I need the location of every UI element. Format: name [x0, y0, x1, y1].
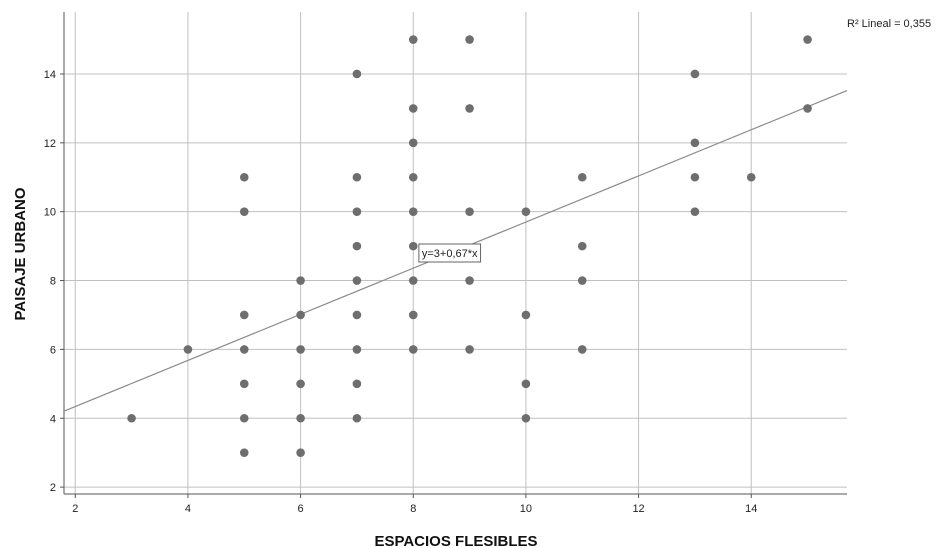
data-point	[352, 69, 362, 79]
y-tick-label: 12	[44, 138, 56, 150]
x-tick-label: 12	[632, 503, 644, 515]
data-point	[408, 172, 418, 182]
x-tick-label: 2	[72, 503, 78, 515]
data-point	[577, 172, 587, 182]
data-point	[577, 345, 587, 354]
data-point	[521, 310, 531, 320]
data-point	[296, 379, 305, 389]
data-point	[352, 413, 362, 423]
x-tick-label: 6	[298, 503, 304, 515]
data-point	[296, 448, 305, 457]
r2-label: R² Lineal = 0,355	[847, 18, 931, 30]
data-point	[465, 345, 474, 354]
data-point	[408, 276, 418, 285]
data-point	[296, 310, 305, 320]
data-point	[690, 138, 700, 148]
data-point	[690, 172, 700, 182]
data-point	[296, 345, 305, 354]
data-point	[408, 35, 418, 44]
y-ticks: 2 4 6 8 10 12 14	[44, 69, 64, 494]
data-point	[690, 207, 700, 216]
y-tick-label: 8	[50, 276, 56, 288]
data-point	[239, 413, 249, 423]
data-point	[408, 207, 418, 216]
data-point	[408, 241, 418, 251]
y-gridlines	[64, 73, 847, 488]
data-point	[521, 379, 531, 389]
data-point	[352, 379, 362, 389]
data-point	[465, 35, 474, 44]
x-ticks: 2 4 6 8 10 12 14	[72, 494, 757, 515]
data-point	[296, 413, 305, 423]
data-point	[465, 276, 474, 285]
data-point	[352, 172, 362, 182]
data-point	[239, 207, 249, 216]
equation-annotation: y=3+0,67*x	[418, 243, 482, 263]
x-tick-label: 4	[185, 503, 191, 515]
data-point	[239, 379, 249, 389]
equation-label: y=3+0,67*x	[422, 248, 478, 260]
data-points	[127, 35, 812, 457]
data-point	[690, 69, 700, 79]
y-axis-title: PAISAJE URBANO	[12, 187, 29, 320]
x-tick-label: 8	[410, 503, 416, 515]
data-point	[352, 276, 362, 285]
y-tick-label: 2	[50, 482, 56, 494]
y-tick-label: 14	[44, 69, 56, 81]
y-tick-label: 4	[50, 413, 56, 425]
data-point	[803, 35, 812, 44]
data-point	[408, 310, 418, 320]
data-point	[239, 345, 249, 354]
x-gridlines	[74, 12, 752, 494]
data-point	[408, 138, 418, 148]
data-point	[352, 241, 362, 251]
equation-box	[418, 243, 482, 263]
data-point	[239, 310, 249, 320]
x-tick-label: 14	[745, 503, 757, 515]
data-point	[577, 276, 587, 285]
y-tick-label: 10	[44, 207, 56, 219]
data-point	[521, 207, 531, 216]
data-point	[296, 276, 305, 285]
data-point	[746, 172, 756, 182]
data-point	[127, 413, 136, 423]
data-point	[352, 345, 362, 354]
data-point	[803, 104, 812, 113]
data-point	[465, 104, 474, 113]
data-point	[239, 448, 249, 457]
x-tick-label: 10	[520, 503, 532, 515]
data-point	[239, 172, 249, 182]
data-point	[408, 345, 418, 354]
data-point	[577, 241, 587, 251]
y-tick-label: 6	[50, 344, 56, 356]
data-point	[352, 310, 362, 320]
data-point	[521, 413, 531, 423]
data-point	[465, 207, 474, 216]
data-point	[183, 345, 193, 354]
data-point	[352, 207, 362, 216]
data-point	[408, 104, 418, 113]
x-axis-title: ESPACIOS FLESIBLES	[374, 533, 537, 548]
